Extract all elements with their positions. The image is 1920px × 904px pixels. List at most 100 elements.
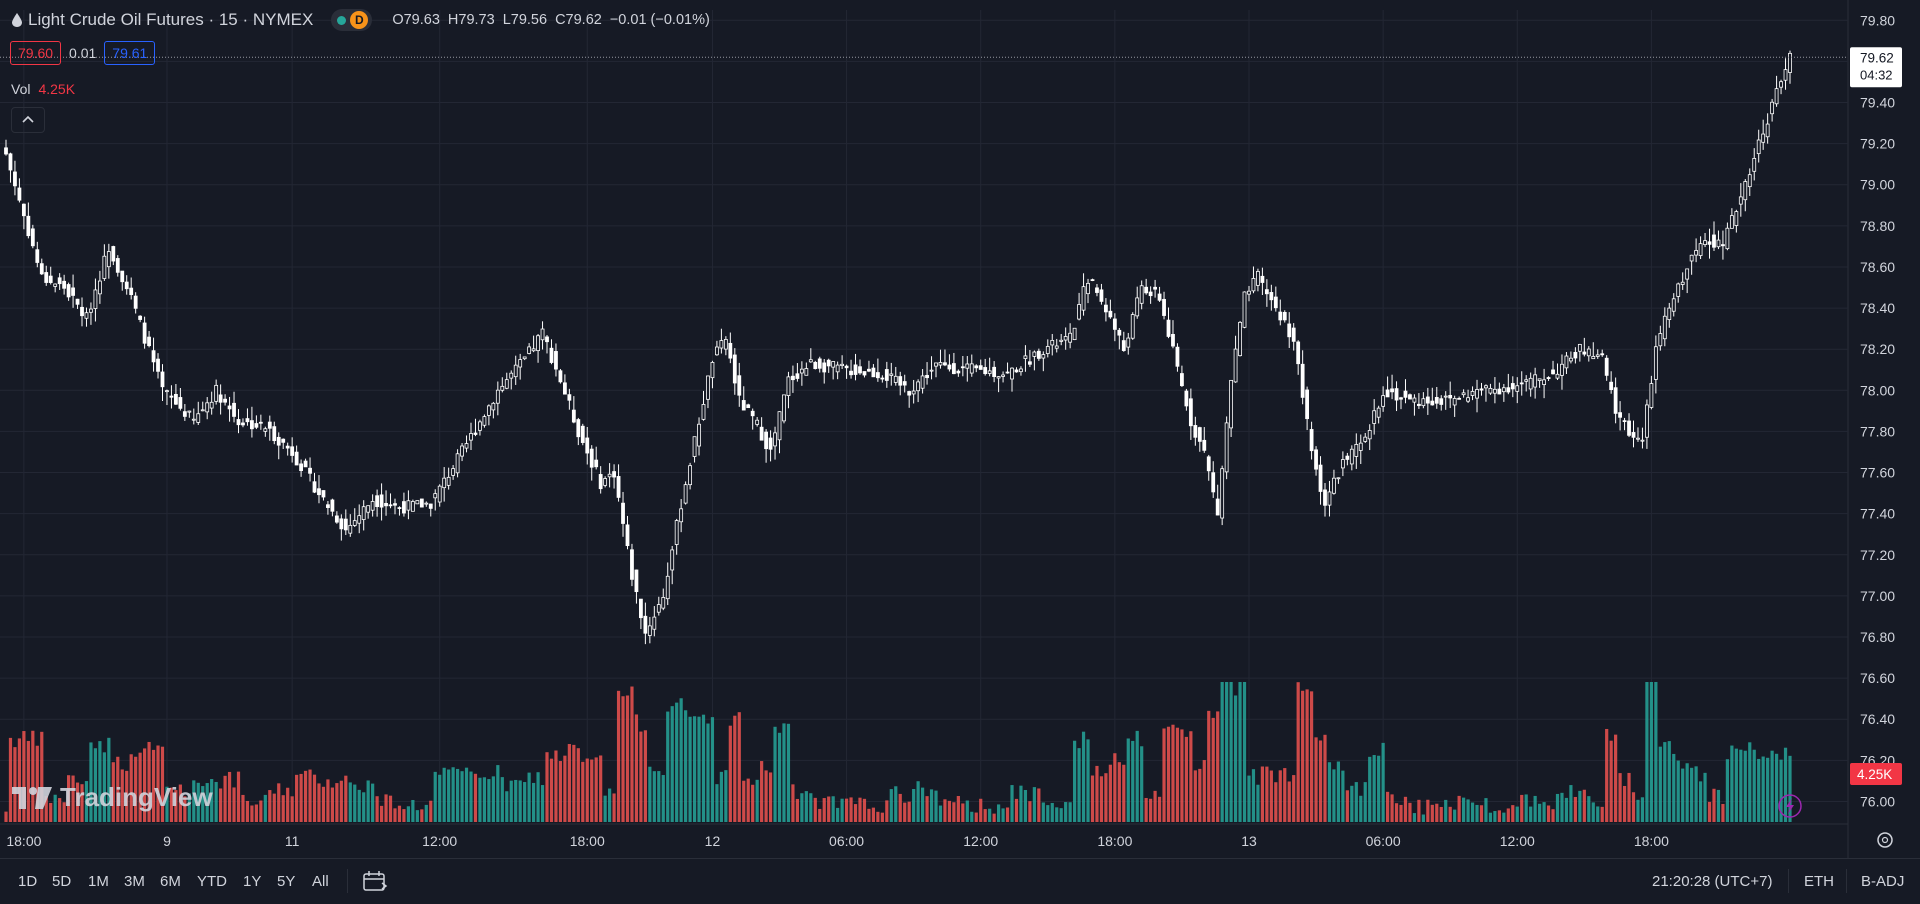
candle-body [1430, 400, 1435, 406]
candle-body [683, 484, 688, 504]
range-5d-button[interactable]: 5D [52, 873, 72, 890]
candle-body [867, 368, 871, 372]
close-value: 79.62 [565, 12, 602, 28]
volume-bar [1466, 799, 1470, 822]
volume-bar [1359, 795, 1363, 822]
range-6m-button[interactable]: 6M [160, 873, 181, 890]
volume-bar [639, 731, 643, 822]
candle-body [397, 507, 402, 509]
candle-body [652, 616, 657, 630]
candle-body [1761, 133, 1766, 143]
candle-body [1121, 340, 1126, 351]
candle-body [1747, 174, 1752, 188]
volume-bar [53, 794, 57, 822]
candle-body [1345, 455, 1350, 460]
volume-bar [496, 765, 500, 822]
adjustment-toggle[interactable]: B-ADJ [1861, 873, 1905, 890]
collapse-legend-button[interactable] [11, 107, 45, 133]
volume-bar [1524, 794, 1528, 822]
volume-bar [1596, 806, 1600, 822]
volume-bar [1305, 689, 1309, 822]
date-range-calendar-icon[interactable] [362, 869, 388, 893]
candle-body [357, 515, 362, 524]
low-label: L [502, 12, 511, 28]
volume-bar [1645, 682, 1649, 822]
range-1m-button[interactable]: 1M [88, 873, 109, 890]
volume-bar [1350, 785, 1354, 822]
volume-bar [348, 782, 352, 822]
candle-body [1542, 379, 1546, 385]
volume-bar [1028, 801, 1032, 822]
tradingview-logo-icon [12, 786, 52, 809]
volume-bar [1157, 796, 1162, 822]
candle-body [303, 460, 308, 468]
candle-body [410, 501, 415, 512]
candle-body [160, 371, 165, 388]
volume-bar [1533, 795, 1537, 822]
volume-bar [947, 800, 952, 822]
candle-body [1694, 250, 1699, 256]
market-status-pill[interactable]: D [331, 9, 373, 31]
candle-body [1434, 397, 1439, 404]
volume-bar [1189, 731, 1193, 822]
range-ytd-button[interactable]: YTD [197, 873, 227, 890]
volume-bar [1435, 803, 1439, 822]
volume-bar [1162, 728, 1166, 822]
clock-timezone[interactable]: 21:20:28 (UTC+7) [1652, 873, 1773, 890]
volume-bar [594, 757, 598, 822]
symbol-title[interactable]: Light Crude Oil Futures · 15 · NYMEX [28, 10, 314, 29]
y-tick-label: 78.00 [1860, 382, 1895, 398]
candle-body [630, 549, 634, 580]
volume-bar [1560, 792, 1564, 822]
volume-bar [1564, 797, 1569, 822]
volume-bar [1421, 814, 1425, 822]
range-1d-button[interactable]: 1D [18, 873, 38, 890]
candle-body [1188, 398, 1193, 427]
volume-bar [867, 808, 871, 822]
volume-bar [558, 761, 563, 822]
candle-body [938, 362, 943, 366]
candle-body [1269, 292, 1274, 301]
range-3m-button[interactable]: 3M [124, 873, 145, 890]
candle-body [536, 335, 540, 352]
candle-body [813, 361, 818, 370]
candle-body [272, 426, 277, 442]
candle-body [1332, 477, 1336, 494]
candle-body [348, 524, 353, 534]
volume-bar [1636, 799, 1640, 822]
y-tick-label: 77.40 [1860, 506, 1895, 522]
candle-body [1135, 297, 1140, 317]
buy-ask-button[interactable]: 79.61 [104, 41, 156, 65]
candle-body [1466, 397, 1470, 402]
range-1y-button[interactable]: 1Y [243, 873, 262, 890]
volume-bar [764, 770, 768, 822]
volume-bar [1707, 801, 1712, 822]
candle-body [1273, 296, 1278, 309]
candle-body [1045, 346, 1050, 354]
range-5y-button[interactable]: 5Y [277, 873, 296, 890]
range-all-button[interactable]: All [312, 873, 329, 890]
volume-bar [35, 745, 39, 822]
candle-body [1519, 382, 1524, 385]
volume-bar [1171, 724, 1175, 822]
candle-body [1533, 374, 1538, 388]
candle-body [768, 437, 773, 450]
volume-bar [1211, 717, 1215, 822]
candle-body [57, 277, 62, 285]
volume-bar [1229, 682, 1233, 822]
lightning-bolt-icon [1786, 798, 1794, 814]
candle-body [835, 364, 840, 373]
sell-bid-button[interactable]: 79.60 [10, 41, 62, 65]
candle-body [1721, 244, 1725, 247]
volume-bar [760, 761, 764, 822]
candle-body [334, 515, 339, 523]
volume-bar [4, 811, 8, 822]
candle-body [1309, 429, 1314, 452]
volume-bar [1761, 756, 1765, 822]
candle-body [1756, 139, 1761, 155]
candle-body [1072, 327, 1077, 341]
volume-bar [1059, 808, 1063, 822]
candle-body [1211, 472, 1216, 493]
session-toggle[interactable]: ETH [1804, 873, 1834, 890]
